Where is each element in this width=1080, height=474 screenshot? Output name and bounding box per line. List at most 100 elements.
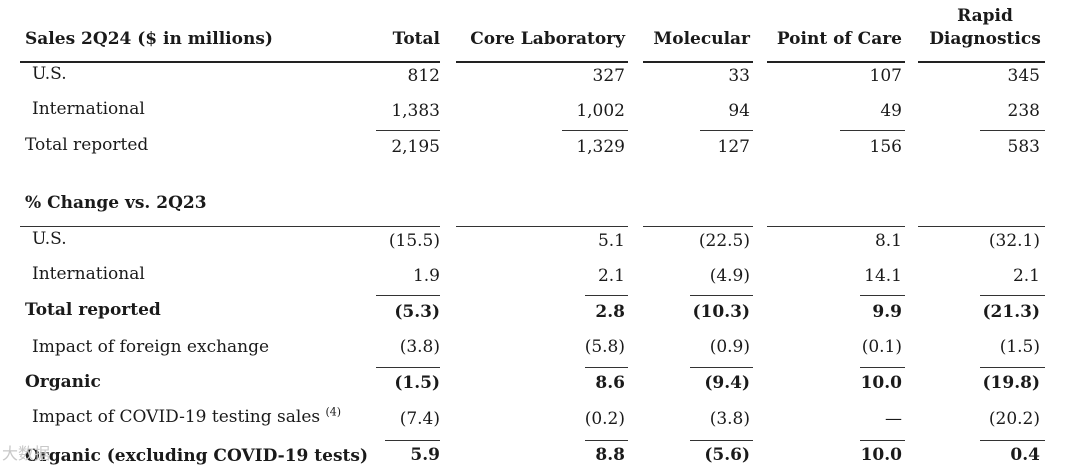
row-label: U.S. [32, 64, 67, 84]
cell-value: 345 [1007, 66, 1040, 86]
row-label: Impact of COVID-19 testing sales (4) [32, 405, 342, 427]
row-rule [585, 367, 628, 368]
row-label: Impact of foreign exchange [32, 337, 270, 357]
row-rule [376, 367, 440, 368]
cell-value: 2.1 [597, 266, 625, 286]
cell-value: (5.6) [704, 445, 750, 465]
header-rule [20, 61, 440, 63]
column-header-rapid-line1: Rapid [957, 6, 1013, 26]
cell-value: (3.8) [399, 337, 440, 357]
footnote-marker: (4) [325, 405, 342, 419]
row-rule [690, 295, 753, 296]
cell-value: — [885, 409, 902, 429]
row-rule [585, 295, 628, 296]
cell-value: 33 [728, 66, 750, 86]
row-label: U.S. [32, 229, 67, 249]
cell-value: 5.1 [597, 231, 625, 251]
cell-value: (1.5) [999, 337, 1040, 357]
row-label: Total reported [25, 300, 161, 320]
cell-value: 812 [407, 66, 440, 86]
row-rule [840, 130, 905, 131]
cell-value: 9.9 [872, 302, 902, 322]
row-rule [562, 130, 628, 131]
row-rule [690, 440, 753, 441]
header-rule [767, 61, 905, 63]
cell-value: 2,195 [391, 137, 440, 157]
row-label-text: Impact of COVID-19 testing sales [32, 407, 321, 427]
table-title: Sales 2Q24 ($ in millions) [25, 29, 273, 49]
cell-value: (15.5) [388, 231, 440, 251]
header-rule [918, 61, 1045, 63]
section-rule [918, 226, 1045, 227]
row-rule [860, 367, 905, 368]
cell-value: 107 [869, 66, 902, 86]
cell-value: (9.4) [704, 373, 750, 393]
cell-value: (21.3) [982, 302, 1041, 322]
cell-value: (19.8) [982, 373, 1041, 393]
section-rule [456, 226, 628, 227]
column-header-molecular: Molecular [653, 29, 750, 49]
cell-value: (1.5) [394, 373, 440, 393]
section-rule [643, 226, 753, 227]
cell-value: (0.9) [709, 337, 750, 357]
cell-value: (5.8) [584, 337, 625, 357]
row-rule [376, 295, 440, 296]
cell-value: 583 [1007, 137, 1040, 157]
section-rule [20, 226, 440, 227]
column-header-rapid-line2: Diagnostics [929, 29, 1041, 49]
cell-value: (22.5) [698, 231, 750, 251]
row-rule [980, 367, 1045, 368]
row-rule [690, 367, 753, 368]
cell-value: 10.0 [860, 445, 902, 465]
cell-value: 1,329 [576, 137, 625, 157]
cell-value: (0.1) [861, 337, 902, 357]
cell-value: 0.4 [1010, 445, 1040, 465]
header-rule [456, 61, 628, 63]
cell-value: 8.1 [874, 231, 902, 251]
cell-value: (4.9) [709, 266, 750, 286]
cell-value: 14.1 [864, 266, 902, 286]
row-rule [860, 440, 905, 441]
cell-value: (32.1) [988, 231, 1040, 251]
cell-value: (7.4) [399, 409, 440, 429]
cell-value: 1,002 [576, 101, 625, 121]
row-rule [980, 130, 1045, 131]
row-label: International [32, 99, 145, 119]
header-rule [643, 61, 753, 63]
cell-value: (0.2) [584, 409, 625, 429]
cell-value: 1.9 [412, 266, 440, 286]
cell-value: 156 [869, 137, 902, 157]
column-header-point-of-care: Point of Care [776, 29, 902, 49]
row-label: Organic [25, 372, 101, 392]
cell-value: 127 [717, 137, 750, 157]
cell-value: 2.8 [595, 302, 625, 322]
cell-value: (3.8) [709, 409, 750, 429]
row-rule [980, 295, 1045, 296]
cell-value: 2.1 [1012, 266, 1040, 286]
row-rule [376, 130, 440, 131]
section-rule [767, 226, 905, 227]
cell-value: 327 [592, 66, 625, 86]
row-rule [860, 295, 905, 296]
cell-value: (10.3) [692, 302, 751, 322]
row-rule [585, 440, 628, 441]
cell-value: 10.0 [860, 373, 902, 393]
cell-value: 8.6 [595, 373, 625, 393]
section-title: % Change vs. 2Q23 [25, 193, 207, 213]
cell-value: 8.8 [595, 445, 625, 465]
row-rule [385, 440, 440, 441]
watermark: 大数据 [2, 444, 51, 463]
row-label: Organic (excluding COVID-19 tests) [25, 446, 369, 466]
cell-value: (20.2) [988, 409, 1040, 429]
column-header-core-laboratory: Core Laboratory [470, 29, 625, 49]
cell-value: 1,383 [391, 101, 440, 121]
cell-value: 94 [728, 101, 750, 121]
row-label: Total reported [25, 135, 149, 155]
row-rule [700, 130, 753, 131]
cell-value: 238 [1007, 101, 1040, 121]
cell-value: (5.3) [394, 302, 440, 322]
row-label: International [32, 264, 145, 284]
column-header-total: Total [392, 29, 440, 49]
cell-value: 49 [880, 101, 902, 121]
cell-value: 5.9 [410, 445, 440, 465]
